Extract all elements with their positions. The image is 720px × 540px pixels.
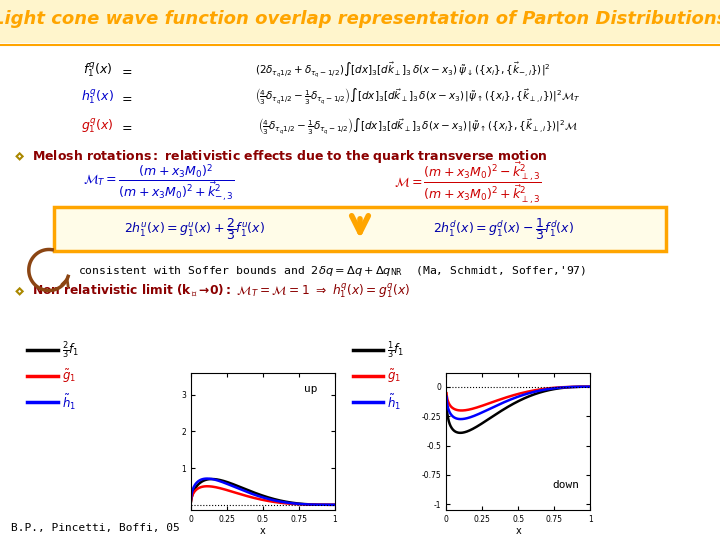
Text: $\tilde{g}_1$: $\tilde{g}_1$ <box>62 368 76 385</box>
Text: $g_1^q(x)$: $g_1^q(x)$ <box>81 117 114 137</box>
Bar <box>0 0 720 43</box>
Text: $\frac{1}{3}f_1$: $\frac{1}{3}f_1$ <box>387 340 405 361</box>
Text: $2h_1^d(x) = g_1^d(x) - \dfrac{1}{3}f_1^d(x)$: $2h_1^d(x) = g_1^d(x) - \dfrac{1}{3}f_1^… <box>433 216 575 242</box>
Text: $\bf{Non\ relativistic\ limit\ }(k_\perp\!\rightarrow\!0):\ $$\mathcal{M}_T = \m: $\bf{Non\ relativistic\ limit\ }(k_\perp… <box>32 282 410 301</box>
Text: $\frac{2}{3}f_1$: $\frac{2}{3}f_1$ <box>62 340 79 361</box>
Text: $h_1^q(x)$: $h_1^q(x)$ <box>81 87 114 107</box>
Text: $\left(\frac{4}{3}\delta_{\tau_q 1/2}-\frac{1}{3}\delta_{\tau_q -1/2}\right)\int: $\left(\frac{4}{3}\delta_{\tau_q 1/2}-\f… <box>258 117 577 137</box>
Text: $\tilde{h}_1$: $\tilde{h}_1$ <box>62 393 76 412</box>
Text: $(2\delta_{\tau_q 1/2}+\delta_{\tau_q -1/2})\int [dx]_3[d\vec{k}_\perp]_3\,\delt: $(2\delta_{\tau_q 1/2}+\delta_{\tau_q -1… <box>256 60 551 80</box>
Text: $\mathbf{\diamond}$: $\mathbf{\diamond}$ <box>13 282 25 301</box>
FancyBboxPatch shape <box>54 207 666 251</box>
Text: $=$: $=$ <box>119 91 133 104</box>
Text: $\tilde{h}_1$: $\tilde{h}_1$ <box>387 393 402 412</box>
Text: $\left(\frac{4}{3}\delta_{\tau_q 1/2}-\frac{1}{3}\delta_{\tau_q -1/2}\right)\int: $\left(\frac{4}{3}\delta_{\tau_q 1/2}-\f… <box>255 87 580 107</box>
Text: $=$: $=$ <box>119 64 133 77</box>
Text: down: down <box>552 480 579 490</box>
Text: Light cone wave function overlap representation of Parton Distributions: Light cone wave function overlap represe… <box>0 10 720 28</box>
Text: $=$: $=$ <box>119 120 133 133</box>
Text: consistent with Soffer bounds and $2\delta q = \Delta q + \Delta q_{\rm NR}$  (M: consistent with Soffer bounds and $2\del… <box>78 264 586 278</box>
Text: up: up <box>304 383 318 394</box>
Text: $2h_1^u(x) = g_1^u(x) + \dfrac{2}{3}f_1^u(x)$: $2h_1^u(x) = g_1^u(x) + \dfrac{2}{3}f_1^… <box>124 216 265 242</box>
X-axis label: x: x <box>516 525 521 536</box>
Text: $\bf{Melosh\ rotations:\ relativistic\ effects\ due\ to\ the\ quark\ transverse\: $\bf{Melosh\ rotations:\ relativistic\ e… <box>32 148 548 165</box>
Text: $\tilde{g}_1$: $\tilde{g}_1$ <box>387 368 402 385</box>
Text: B.P., Pincetti, Boffi, 05: B.P., Pincetti, Boffi, 05 <box>11 523 179 533</box>
Text: $\mathcal{M} = \dfrac{(m+x_3 M_0)^2 - \vec{k}^2_{\perp,3}}{(m+x_3 M_0)^2 + \vec{: $\mathcal{M} = \dfrac{(m+x_3 M_0)^2 - \v… <box>394 161 542 206</box>
Text: $\mathbf{\diamond}$: $\mathbf{\diamond}$ <box>13 147 25 166</box>
Text: $\mathcal{M}_T = \dfrac{(m+x_3 M_0)^2}{(m+x_3 M_0)^2 + \vec{k}^2_{-,3}}$: $\mathcal{M}_T = \dfrac{(m+x_3 M_0)^2}{(… <box>83 163 234 205</box>
X-axis label: x: x <box>260 525 266 536</box>
Text: $f_1^q(x)$: $f_1^q(x)$ <box>83 60 112 80</box>
